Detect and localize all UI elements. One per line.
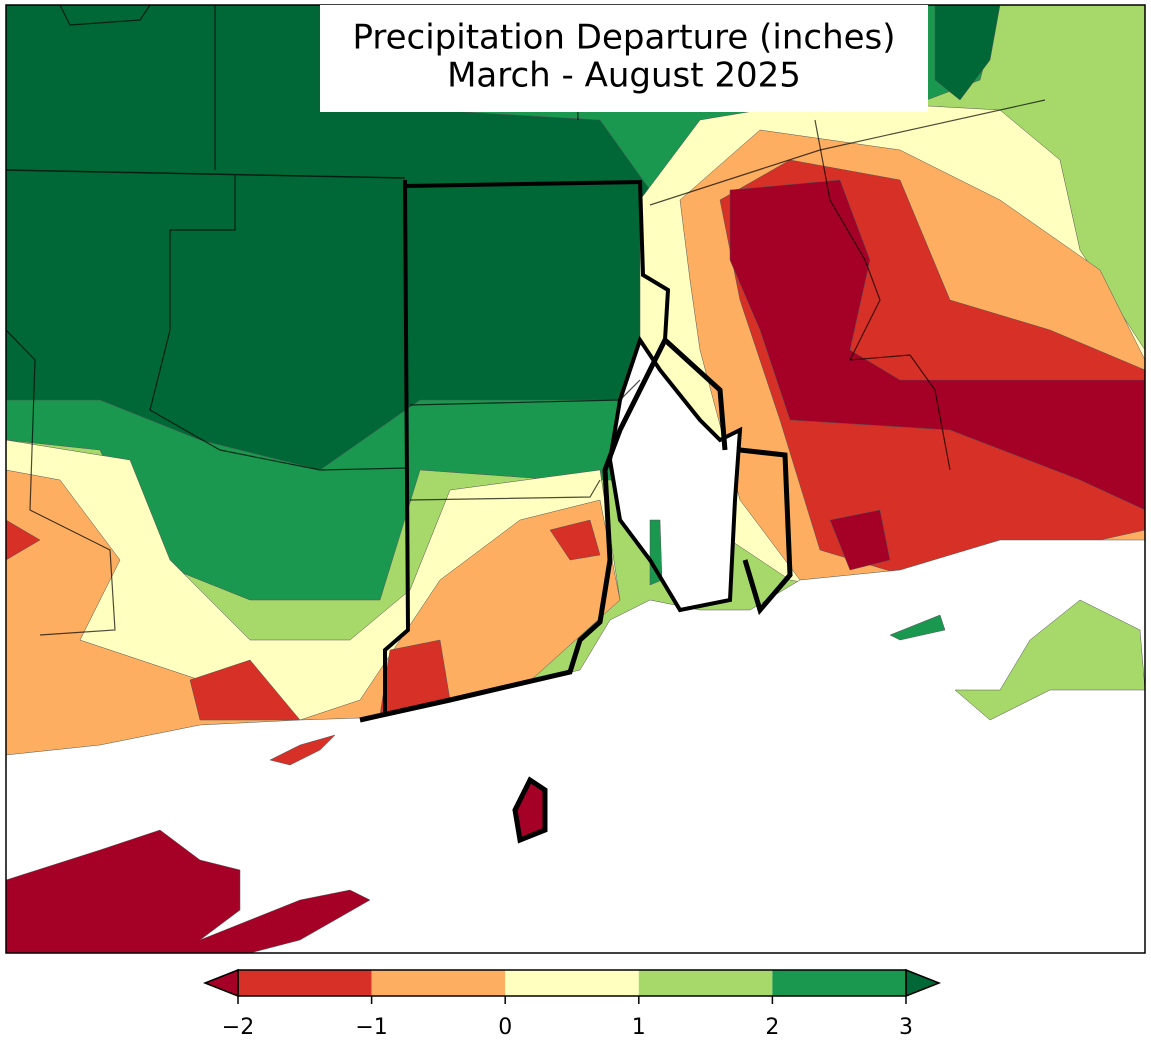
colorbar-tick-label: −1 (355, 1015, 387, 1040)
title-box (320, 5, 928, 112)
colorbar: −2 −1 0 1 2 3 (202, 968, 942, 1040)
contour-region (934, 5, 1001, 101)
colorbar-segment (772, 970, 906, 996)
colorbar-segment (505, 970, 639, 996)
colorbar-tick-label: −2 (222, 1015, 254, 1040)
contour-region (889, 614, 946, 641)
contour-region (729, 179, 1145, 511)
colorbar-segment (371, 970, 506, 996)
colorbar-tick-label: 0 (498, 1015, 512, 1040)
colorbar-segment (238, 970, 372, 996)
title-line: March - August 2025 (447, 56, 801, 96)
contour-region (954, 599, 1145, 721)
title-line: Precipitation Departure (inches) (352, 18, 895, 58)
colorbar-over (905, 968, 942, 998)
contour-region (6, 829, 371, 953)
contour-region (549, 519, 601, 561)
colorbar-tick-label: 3 (899, 1015, 913, 1040)
contour-region (829, 509, 891, 571)
colorbar-under (202, 968, 239, 998)
borders (6, 5, 1046, 844)
contour-region (269, 734, 336, 766)
colorbar-outline (237, 969, 907, 997)
colorbar-segment (638, 970, 773, 996)
colorbar-tick-label: 2 (765, 1015, 779, 1040)
map (6, 5, 1145, 953)
contour-region (6, 519, 41, 561)
colorbar-tick-label: 1 (632, 1015, 646, 1040)
